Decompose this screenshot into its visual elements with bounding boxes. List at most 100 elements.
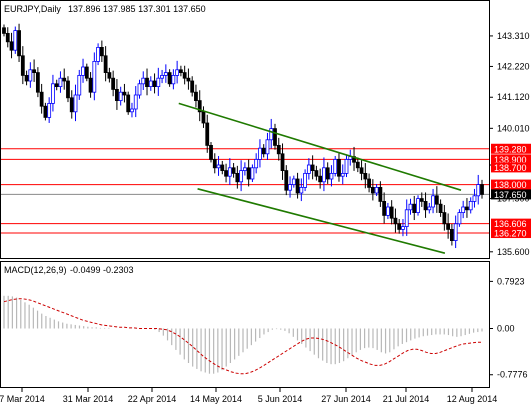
candle-body: [43, 105, 48, 118]
candle-body: [81, 66, 85, 76]
macd-axis: 0.7923 0.00 -0.7776: [489, 276, 528, 380]
candle-body: [69, 97, 74, 113]
candle-body: [126, 94, 131, 113]
candle-body: [216, 164, 221, 169]
level-label: 138.700: [494, 163, 527, 173]
candle-body: [442, 212, 447, 225]
candle-body: [13, 30, 18, 51]
level-label: 139.280: [494, 144, 527, 154]
date-tick-label: 5 Jun 2014: [258, 394, 303, 404]
candle-body: [378, 186, 383, 202]
ohlc-header: 137.896 137.985 137.301 137.650: [68, 4, 206, 14]
candle-body: [54, 83, 59, 88]
trend-channel: [178, 102, 462, 254]
candle-body: [423, 200, 428, 211]
candle-body: [476, 184, 481, 197]
candle-body: [355, 161, 360, 169]
candle-body: [205, 122, 210, 146]
candle-body: [303, 172, 308, 188]
candle-body: [344, 158, 349, 174]
macd-tick-label: 0.00: [497, 324, 515, 334]
candle-body: [224, 170, 228, 177]
macd-panel: [0, 261, 490, 388]
candle-body: [58, 77, 63, 87]
candle-body: [152, 80, 157, 87]
candle-body: [306, 164, 311, 174]
candle-body: [291, 178, 296, 185]
current-price-label: 137.650: [494, 190, 527, 200]
candle-body: [265, 139, 270, 155]
candle-body: [370, 186, 375, 194]
candle-body: [73, 94, 78, 113]
channel-lower-line: [197, 188, 446, 254]
candle-body: [62, 77, 67, 82]
candle-body: [99, 47, 104, 57]
candle-body: [367, 178, 371, 188]
candle-body: [363, 172, 368, 180]
candle-body: [246, 167, 251, 180]
macd-header-label: MACD(12,26,9): [4, 265, 67, 275]
candle-body: [401, 226, 405, 230]
candle-body: [84, 66, 89, 79]
level-label-box: [491, 179, 531, 190]
candle-body: [457, 212, 462, 225]
candle-body: [39, 91, 44, 107]
level-label: 136.270: [494, 229, 527, 239]
candle-body: [197, 100, 202, 113]
candle-body: [389, 206, 394, 219]
level-label: 136.606: [494, 219, 527, 229]
candle-body: [186, 77, 191, 82]
level-label-box: [491, 154, 531, 165]
candle-body: [325, 167, 330, 180]
price-panel: [0, 0, 490, 259]
candle-body: [24, 75, 29, 82]
candle-body: [17, 30, 21, 57]
price-tick-label: 143.310: [497, 31, 530, 41]
candle-body: [103, 55, 108, 73]
candle-body: [374, 186, 379, 194]
candle-body: [449, 228, 454, 241]
level-label: 138.900: [494, 155, 527, 165]
candle-body: [171, 75, 176, 85]
candle-body: [337, 158, 341, 177]
candle-body: [122, 91, 127, 96]
date-tick-label: 7 Mar 2014: [0, 394, 45, 404]
candle-body: [32, 69, 37, 74]
date-tick-label: 27 Jun 2014: [321, 394, 371, 404]
candle-body: [446, 223, 451, 230]
macd-histogram: [3, 295, 483, 374]
candle-body: [340, 172, 345, 177]
candle-body: [239, 170, 244, 183]
candle-body: [92, 61, 97, 93]
candle-body: [250, 167, 255, 180]
candle-body: [310, 164, 315, 171]
candle-body: [284, 170, 289, 191]
candle-body: [231, 167, 236, 174]
candle-body: [148, 80, 153, 87]
candle-body: [2, 27, 6, 34]
candle-body: [160, 75, 164, 79]
candle-body: [295, 178, 300, 194]
candle-body: [141, 77, 146, 85]
price-tick-label: 141.120: [497, 92, 530, 102]
candle-body: [242, 167, 247, 172]
candle-body: [273, 128, 277, 146]
candle-body: [412, 203, 417, 213]
candle-body: [235, 172, 240, 183]
candle-body: [318, 175, 323, 183]
candle-body: [182, 72, 187, 79]
current-price-box: [491, 189, 531, 200]
candle-body: [416, 198, 420, 214]
candle-body: [133, 94, 138, 110]
candle-body: [167, 72, 172, 85]
candle-body: [465, 206, 469, 211]
channel-upper-line: [178, 102, 462, 191]
horizontal-levels: [1, 148, 489, 234]
macd-signal-line: [3, 298, 482, 375]
price-tick-label: 140.010: [497, 123, 530, 133]
candle-body: [209, 144, 213, 160]
candle-body: [472, 195, 477, 202]
macd-tick-label: 0.7923: [497, 276, 525, 286]
